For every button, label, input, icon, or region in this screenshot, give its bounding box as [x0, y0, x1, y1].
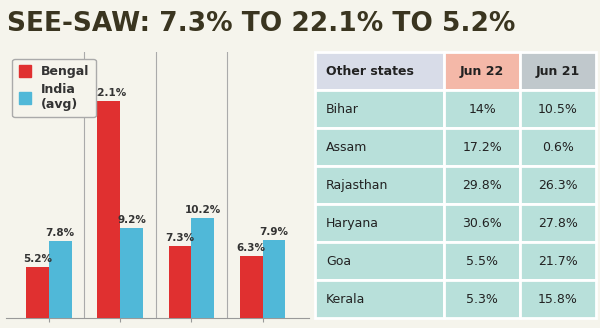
Text: 17.2%: 17.2% — [462, 141, 502, 154]
Text: Haryana: Haryana — [326, 217, 379, 230]
Text: 10.5%: 10.5% — [538, 103, 578, 116]
Bar — [444, 204, 520, 242]
Bar — [520, 280, 596, 318]
Text: Jun 21: Jun 21 — [536, 65, 580, 78]
Text: 7.8%: 7.8% — [46, 229, 75, 238]
Text: 7.9%: 7.9% — [260, 228, 289, 237]
Text: 10.2%: 10.2% — [185, 205, 221, 215]
Bar — [191, 218, 214, 318]
Text: 26.3%: 26.3% — [538, 179, 578, 192]
Bar — [520, 166, 596, 204]
Bar — [444, 280, 520, 318]
Text: 5.2%: 5.2% — [23, 254, 52, 264]
Bar — [315, 204, 444, 242]
Text: Other states: Other states — [326, 65, 414, 78]
Legend: Bengal, India
(avg): Bengal, India (avg) — [12, 59, 95, 117]
Bar — [444, 52, 520, 91]
Bar — [444, 242, 520, 280]
Bar — [444, 166, 520, 204]
Bar — [444, 128, 520, 166]
Text: 22.1%: 22.1% — [91, 88, 127, 98]
Text: 21.7%: 21.7% — [538, 255, 578, 268]
Text: 27.8%: 27.8% — [538, 217, 578, 230]
Bar — [315, 242, 444, 280]
Bar — [520, 128, 596, 166]
Bar — [26, 267, 49, 318]
Text: 0.6%: 0.6% — [542, 141, 574, 154]
Text: 30.6%: 30.6% — [462, 217, 502, 230]
Bar — [315, 166, 444, 204]
Bar — [120, 228, 143, 318]
Bar — [520, 52, 596, 91]
Text: 14%: 14% — [468, 103, 496, 116]
Bar — [520, 204, 596, 242]
Bar — [240, 256, 263, 318]
Bar — [97, 101, 120, 318]
Bar — [444, 91, 520, 128]
Text: SEE-SAW: 7.3% TO 22.1% TO 5.2%: SEE-SAW: 7.3% TO 22.1% TO 5.2% — [7, 11, 515, 37]
Text: Assam: Assam — [326, 141, 368, 154]
Bar — [520, 242, 596, 280]
Text: 9.2%: 9.2% — [117, 215, 146, 225]
Text: 29.8%: 29.8% — [462, 179, 502, 192]
Text: Kerala: Kerala — [326, 293, 365, 306]
Bar — [315, 280, 444, 318]
Bar — [315, 91, 444, 128]
Bar — [169, 246, 191, 318]
Text: Bihar: Bihar — [326, 103, 359, 116]
Text: 5.5%: 5.5% — [466, 255, 498, 268]
Text: Goa: Goa — [326, 255, 352, 268]
Bar — [49, 241, 71, 318]
Text: 6.3%: 6.3% — [237, 243, 266, 253]
Text: Rajasthan: Rajasthan — [326, 179, 389, 192]
Bar — [315, 128, 444, 166]
Text: Jun 22: Jun 22 — [460, 65, 504, 78]
Bar — [315, 52, 444, 91]
Text: 5.3%: 5.3% — [466, 293, 498, 306]
Bar — [520, 91, 596, 128]
Bar — [263, 240, 286, 318]
Text: 7.3%: 7.3% — [166, 234, 194, 243]
Text: 15.8%: 15.8% — [538, 293, 578, 306]
